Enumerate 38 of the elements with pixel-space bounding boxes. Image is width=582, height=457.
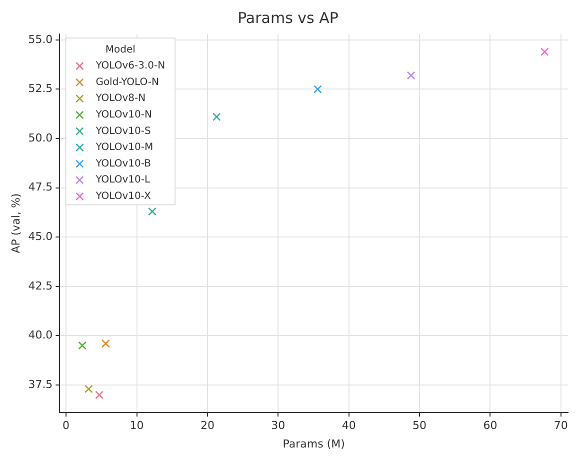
y-tick-label: 45.0 xyxy=(28,230,53,243)
point xyxy=(406,71,416,80)
x-tick-label: 10 xyxy=(130,419,144,432)
legend-label: YOLOv10-X xyxy=(94,190,151,202)
y-axis-title: AP (val, %) xyxy=(9,193,22,254)
x-tick-label: 20 xyxy=(200,419,214,432)
chart-title: Params vs AP xyxy=(238,8,338,27)
x-tick-label: 0 xyxy=(62,419,70,432)
x-tick-label: 60 xyxy=(483,419,498,432)
x-tick-label: 50 xyxy=(412,419,427,432)
x-axis-title: Params (M) xyxy=(282,437,345,450)
point xyxy=(95,390,104,400)
y-tick-label: 55.0 xyxy=(28,32,53,46)
legend-label: YOLOv8-N xyxy=(94,93,146,104)
point xyxy=(101,339,110,348)
point xyxy=(84,384,93,394)
y-tick-label: 52.5 xyxy=(28,82,53,96)
legend-label: Gold-YOLO-N xyxy=(96,76,160,88)
legend-label: YOLOv6-3.0-N xyxy=(94,60,166,72)
legend-label: YOLOv10-M xyxy=(94,142,154,154)
y-tick-label: 50.0 xyxy=(28,131,53,144)
y-tick-label: 40.0 xyxy=(28,328,53,342)
legend-label: YOLOv10-N xyxy=(94,109,152,120)
x-tick-label: 40 xyxy=(342,419,356,432)
point xyxy=(148,207,156,216)
y-tick-label: 47.5 xyxy=(28,180,53,194)
legend-title: Model xyxy=(105,44,136,56)
y-tick-label: 37.5 xyxy=(28,378,53,391)
legend-label: YOLOv10-S xyxy=(94,126,151,137)
legend-label: YOLOv10-B xyxy=(94,158,152,170)
point xyxy=(314,85,322,94)
x-tick-label: 70 xyxy=(554,419,568,432)
legend-label: YOLOv10-L xyxy=(94,174,150,186)
x-tick-label: 30 xyxy=(271,419,286,432)
point xyxy=(540,48,549,56)
point xyxy=(78,341,86,350)
y-tick-label: 42.5 xyxy=(28,279,53,292)
point xyxy=(212,112,221,122)
